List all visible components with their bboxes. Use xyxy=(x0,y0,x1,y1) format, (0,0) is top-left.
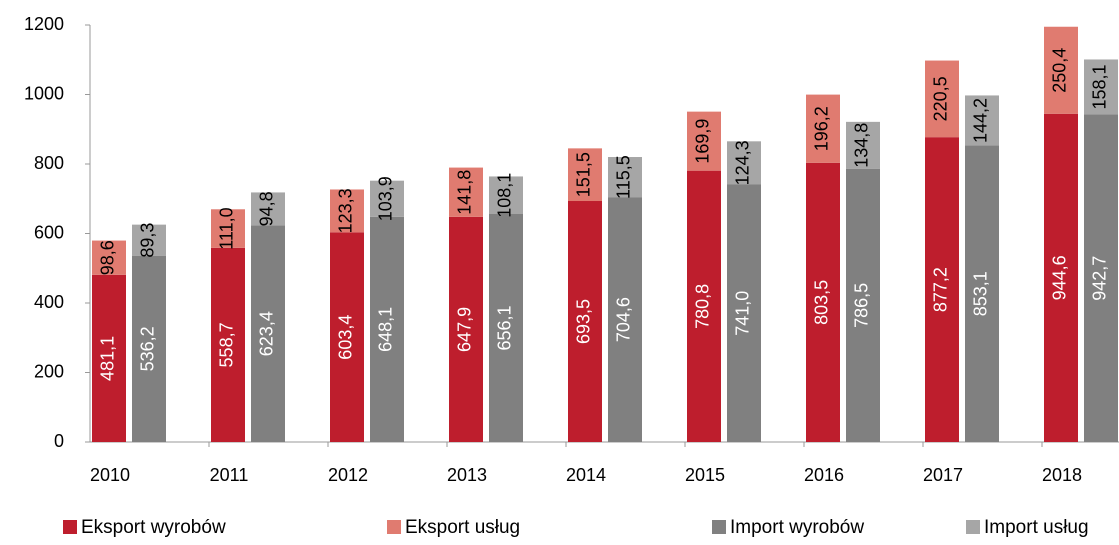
bar-segment xyxy=(608,197,642,442)
x-tick-label: 2012 xyxy=(328,465,368,485)
data-label: 144,2 xyxy=(971,98,991,143)
data-label: 536,2 xyxy=(138,326,158,371)
bar-segment xyxy=(251,225,285,442)
data-label: 98,6 xyxy=(98,240,118,275)
data-label: 111,0 xyxy=(217,207,237,249)
data-label: 108,1 xyxy=(495,173,515,218)
bar-segment xyxy=(330,189,364,233)
bar-segment xyxy=(132,255,166,442)
x-tick-label: 2014 xyxy=(566,465,606,485)
bar-segment xyxy=(965,95,999,146)
y-tick-label: 1000 xyxy=(24,83,64,103)
data-label: 623,4 xyxy=(257,311,277,356)
bar-segment xyxy=(846,168,880,442)
bar-segment xyxy=(92,274,126,442)
x-tick-label: 2015 xyxy=(685,465,725,485)
bar-segment xyxy=(251,192,285,226)
bar-segment xyxy=(846,121,880,169)
y-tick-label: 0 xyxy=(54,431,64,451)
bar-segment xyxy=(489,176,523,215)
bar-segment xyxy=(92,240,126,275)
x-tick-label: 2016 xyxy=(804,465,844,485)
data-label: 803,5 xyxy=(812,280,832,325)
bar-segment xyxy=(132,224,166,256)
data-label: 942,7 xyxy=(1090,256,1110,301)
bar-segment xyxy=(965,145,999,443)
bar-segment xyxy=(370,216,404,442)
legend-label: Eksport wyrobów xyxy=(81,517,226,538)
bar-segment xyxy=(727,141,761,185)
data-label: 481,1 xyxy=(98,336,118,381)
legend-swatch xyxy=(387,520,401,534)
data-label: 124,3 xyxy=(733,140,753,185)
data-label: 141,8 xyxy=(455,170,475,215)
data-label: 853,1 xyxy=(971,271,991,316)
bar-segment xyxy=(1084,59,1118,115)
data-label: 220,5 xyxy=(931,76,951,121)
bar-segment xyxy=(925,137,959,442)
bar-segment xyxy=(330,232,364,442)
bar-segment xyxy=(211,247,245,442)
data-label: 944,6 xyxy=(1050,255,1070,300)
data-label: 648,1 xyxy=(376,307,396,352)
data-label: 603,4 xyxy=(336,315,356,360)
y-tick-label: 200 xyxy=(34,361,64,381)
bar-segment xyxy=(449,167,483,217)
data-label: 89,3 xyxy=(138,223,158,258)
bar-segment xyxy=(1044,113,1078,443)
bar-segment xyxy=(687,170,721,442)
y-tick-label: 1200 xyxy=(24,14,64,34)
data-label: 704,6 xyxy=(614,297,634,342)
data-label: 169,9 xyxy=(693,119,713,164)
data-label: 115,5 xyxy=(614,155,634,199)
bar-segment xyxy=(211,209,245,248)
data-label: 647,9 xyxy=(455,307,475,352)
legend-label: Import wyrobów xyxy=(730,517,864,538)
bar-segment xyxy=(687,111,721,171)
y-tick-label: 400 xyxy=(34,292,64,312)
bar-segment xyxy=(608,157,642,198)
bar-segment xyxy=(806,94,840,163)
legend-label: Import usług xyxy=(984,517,1089,538)
data-label: 741,0 xyxy=(733,291,753,336)
x-tick-label: 2018 xyxy=(1042,465,1082,485)
bar-segment xyxy=(489,214,523,442)
y-tick-label: 800 xyxy=(34,153,64,173)
bar-segment xyxy=(1044,26,1078,114)
legend-swatch xyxy=(63,520,77,534)
x-tick-label: 2010 xyxy=(90,465,130,485)
x-tick-label: 2011 xyxy=(210,465,249,485)
bar-segment xyxy=(727,184,761,442)
data-label: 94,8 xyxy=(257,191,277,226)
data-label: 877,2 xyxy=(931,267,951,312)
legend-label: Eksport usług xyxy=(405,517,520,538)
legend-swatch xyxy=(966,520,980,534)
bar-segment xyxy=(1084,114,1118,443)
bar-segment xyxy=(449,216,483,442)
x-tick-label: 2017 xyxy=(923,465,963,485)
bar-segment xyxy=(806,162,840,442)
data-label: 134,8 xyxy=(852,123,872,168)
data-label: 250,4 xyxy=(1050,48,1070,93)
data-label: 196,2 xyxy=(812,106,832,151)
legend-swatch xyxy=(712,520,726,534)
bar-segment xyxy=(568,201,602,442)
data-label: 151,5 xyxy=(574,152,594,197)
data-label: 158,1 xyxy=(1090,64,1110,109)
bar-segment xyxy=(925,60,959,138)
data-label: 656,1 xyxy=(495,305,515,350)
data-label: 123,3 xyxy=(336,188,356,233)
data-label: 693,5 xyxy=(574,299,594,344)
x-tick-label: 2013 xyxy=(447,465,487,485)
data-label: 558,7 xyxy=(217,322,237,367)
y-tick-label: 600 xyxy=(34,222,64,242)
data-label: 103,9 xyxy=(376,176,396,221)
bar-segment xyxy=(568,148,602,202)
data-label: 780,8 xyxy=(693,284,713,329)
bar-segment xyxy=(370,180,404,217)
data-label: 786,5 xyxy=(852,283,872,328)
